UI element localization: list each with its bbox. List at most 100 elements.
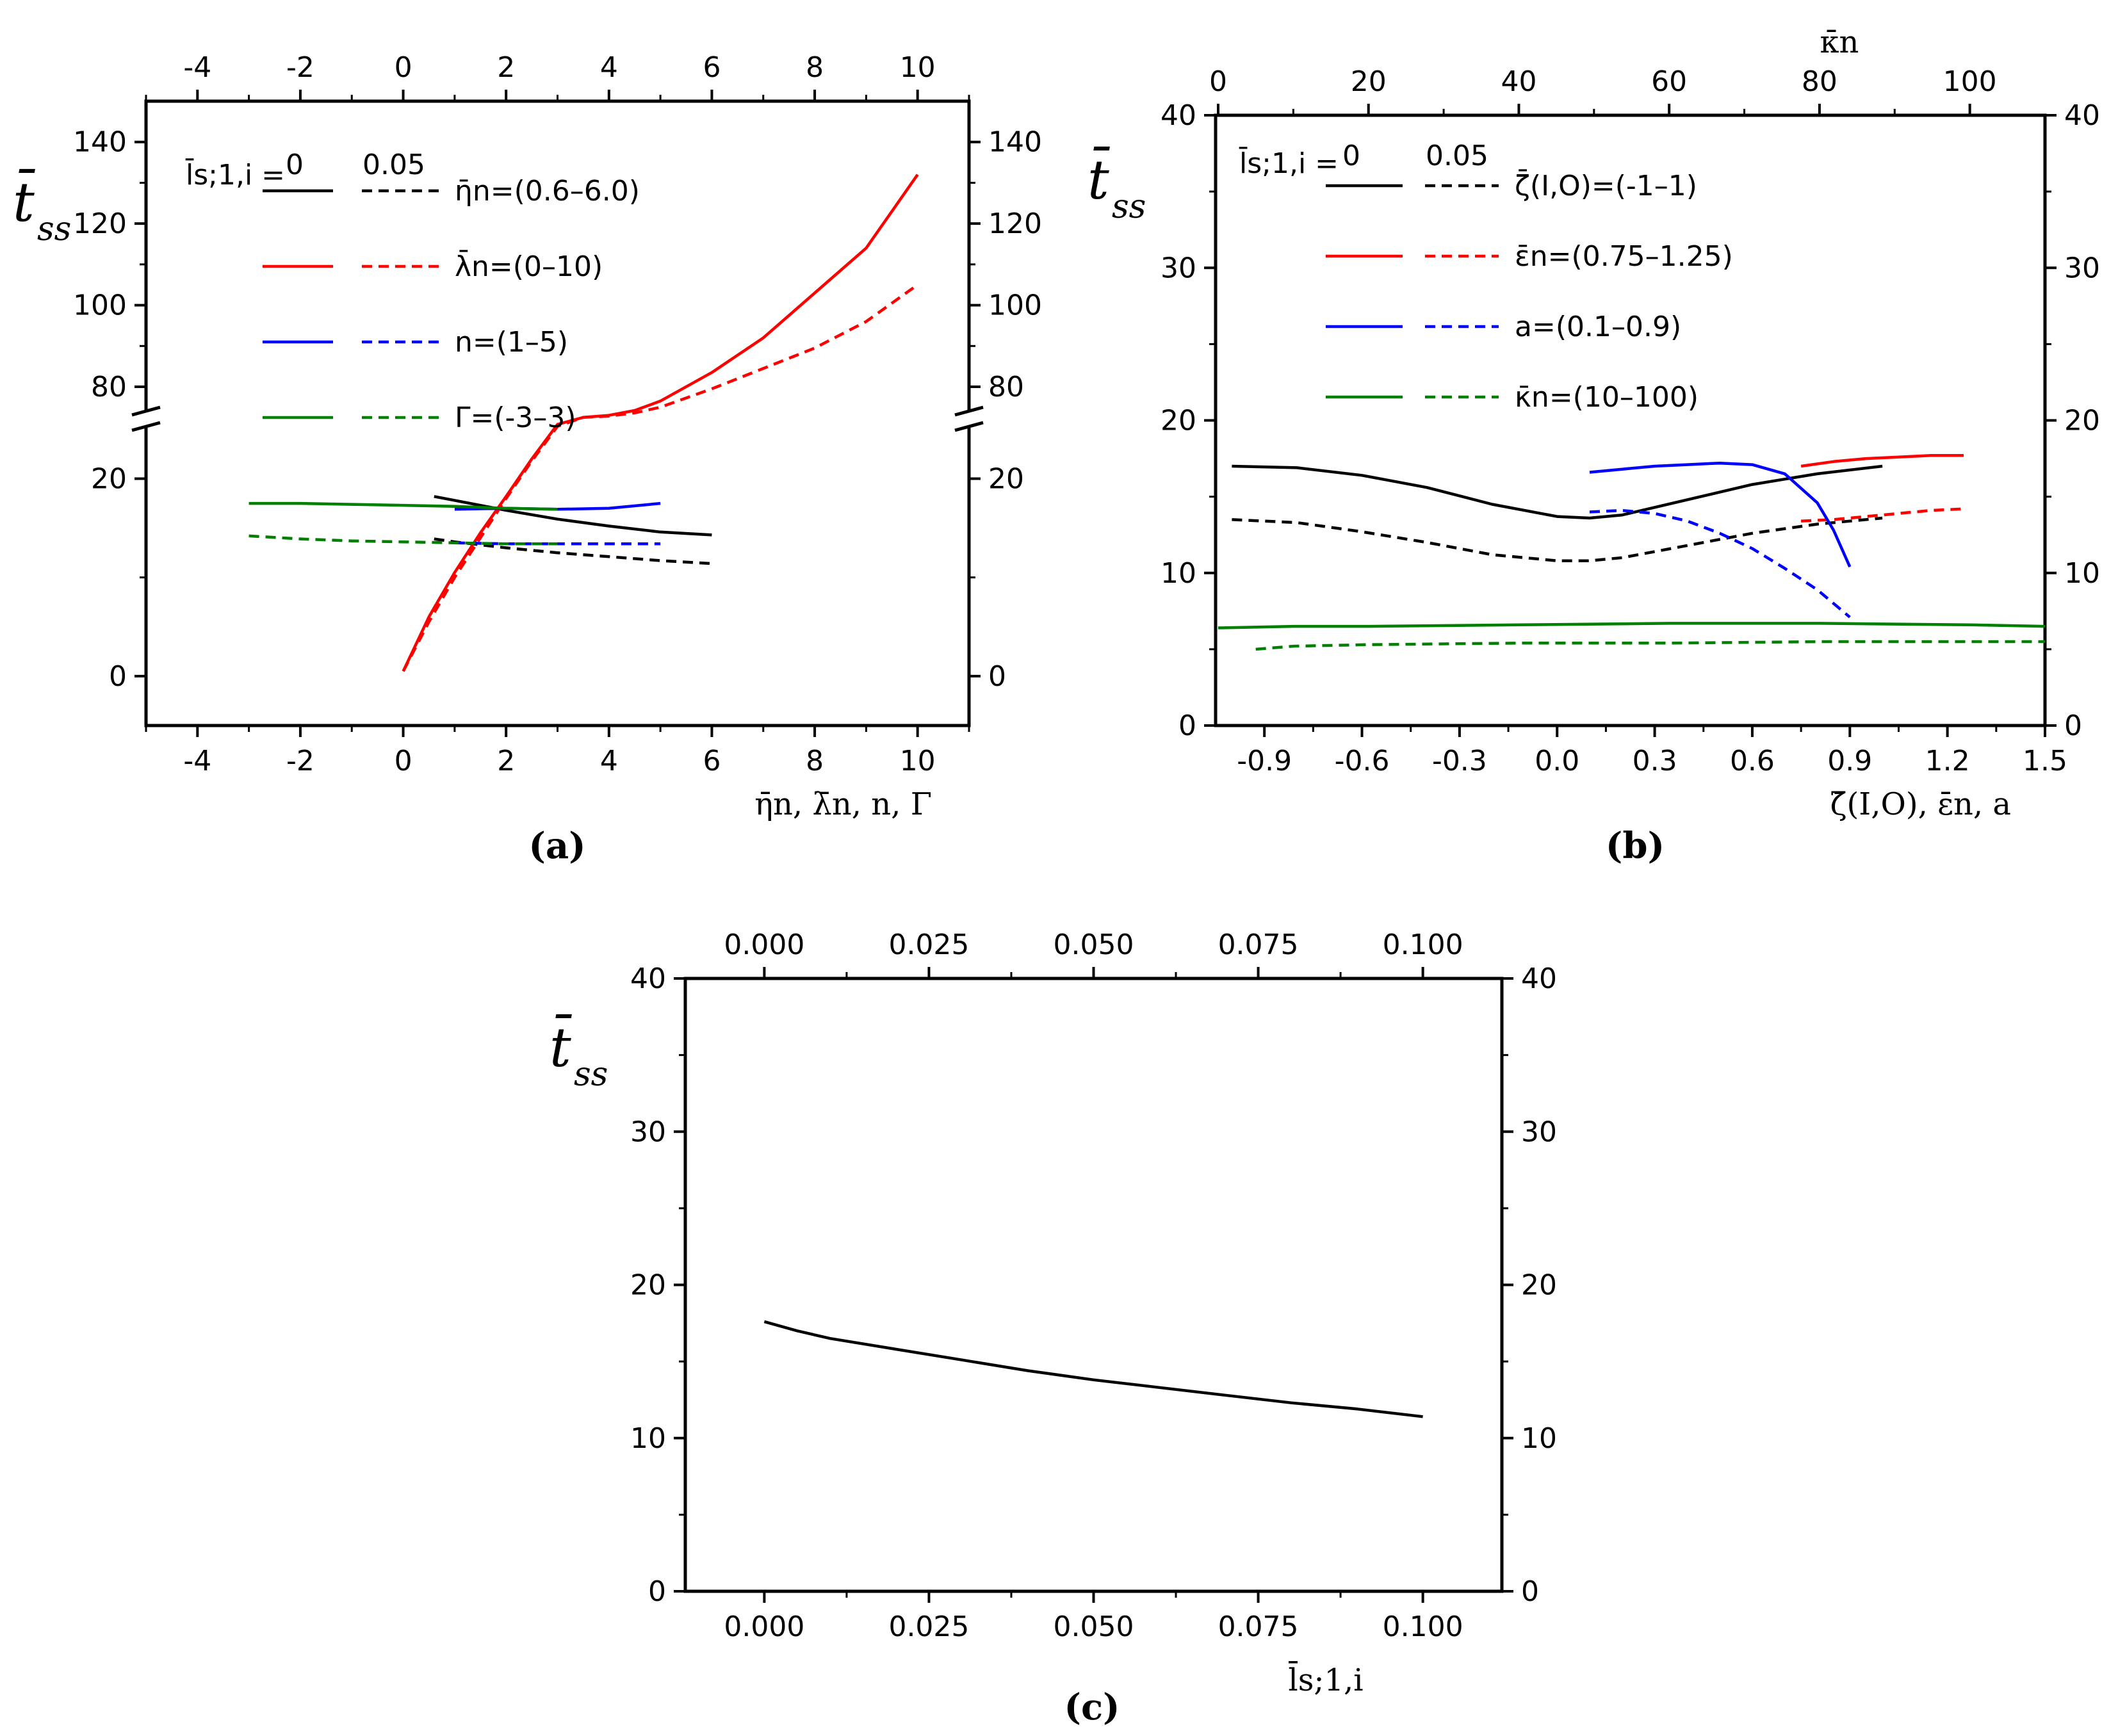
top-tick-label: 0 xyxy=(1209,65,1227,98)
legend-label: η̄n=(0.6–6.0) xyxy=(455,175,640,207)
top-tick-label: 100 xyxy=(1943,65,1997,98)
y-tick-label-right: 80 xyxy=(988,371,1024,403)
y-tick-label: 20 xyxy=(630,1269,666,1302)
y-tick-label-right: 20 xyxy=(2064,405,2100,437)
series-line xyxy=(1232,464,1883,520)
x-axis-label: l̄s;1,i xyxy=(1288,1660,1364,1698)
legend-header-solid: 0 xyxy=(286,149,304,181)
panel-caption: (b) xyxy=(1606,825,1665,867)
x-tick-label: 1.5 xyxy=(2023,745,2067,777)
y-axis-label-sub: ss xyxy=(1112,188,1146,226)
x-tick-label: 0.0 xyxy=(1535,745,1579,777)
x-tick-label-top: 10 xyxy=(900,51,936,84)
legend-header-param: l̄s;1,i = xyxy=(185,158,285,191)
legend-label: ζ̄(I,O)=(-1–1) xyxy=(1515,168,1697,202)
y-tick-label-right: 40 xyxy=(1521,962,1557,995)
y-tick-label-right: 20 xyxy=(988,463,1024,496)
top-tick-label: 40 xyxy=(1501,65,1536,98)
x-tick-label-top: 4 xyxy=(600,51,618,84)
y-tick-label-right: 10 xyxy=(1521,1422,1557,1455)
x-tick-label-top: 0.025 xyxy=(888,929,969,961)
y-tick-label: 80 xyxy=(91,371,127,403)
x-axis-label: η̄n, λ̄n, n, Γ xyxy=(754,786,932,822)
legend-label: n=(1–5) xyxy=(455,326,568,359)
x-tick-label: -0.6 xyxy=(1335,745,1390,777)
y-tick-label: 30 xyxy=(630,1115,666,1148)
x-tick-label: -4 xyxy=(183,745,211,777)
y-tick-label: 40 xyxy=(1161,99,1196,132)
y-tick-label: 40 xyxy=(630,962,666,995)
x-tick-label-top: 6 xyxy=(703,51,721,84)
x-tick-label: 10 xyxy=(900,745,936,777)
plot-frame xyxy=(683,977,1504,1593)
series-line xyxy=(434,495,712,537)
series-line xyxy=(1800,454,1964,468)
y-axis-label-sub: ss xyxy=(37,210,71,248)
x-tick-label: 6 xyxy=(703,745,721,777)
legend-header-param: l̄s;1,i = xyxy=(1239,146,1339,180)
y-tick-label-right: 100 xyxy=(988,289,1042,322)
y-tick-label-right: 20 xyxy=(1521,1269,1557,1302)
y-tick-label: 100 xyxy=(73,289,127,322)
y-tick-label: 10 xyxy=(630,1422,666,1455)
series-line xyxy=(1589,461,1852,568)
top-tick-label: 80 xyxy=(1802,65,1837,98)
x-tick-label: 0.025 xyxy=(888,1610,969,1643)
series-line xyxy=(1800,507,1964,523)
x-tick-label: -0.3 xyxy=(1432,745,1487,777)
y-tick-label-right: 120 xyxy=(988,207,1042,240)
plot-frame xyxy=(1214,113,2047,727)
y-tick-label: 20 xyxy=(1161,405,1196,437)
y-tick-label: 0 xyxy=(109,660,127,693)
axis-break-mark xyxy=(131,421,161,432)
panel-caption: (a) xyxy=(528,825,585,867)
x-axis-label: ζ̄(I,O), ε̄n, a xyxy=(1830,786,2011,822)
series-line xyxy=(402,174,919,672)
x-tick-label: 0.075 xyxy=(1218,1610,1299,1643)
x-tick-label-top: 0.075 xyxy=(1218,929,1299,961)
x-tick-label: 0 xyxy=(395,745,412,777)
x-tick-label: 0.9 xyxy=(1827,745,1872,777)
x-tick-label: 0.6 xyxy=(1730,745,1775,777)
y-tick-label: 20 xyxy=(91,463,127,496)
panel-c: 0.000 0.000 0.025 0.025 0.050 0.050 0.075 0.075… xyxy=(550,929,1557,1728)
axis-break-mark xyxy=(954,405,984,417)
y-axis-label: t̄ xyxy=(550,1014,573,1079)
series-line xyxy=(248,534,558,546)
y-tick-label: 120 xyxy=(73,207,127,240)
axis-break-mark xyxy=(954,421,984,432)
x-tick-label: 4 xyxy=(600,745,618,777)
x-tick-label: 0.000 xyxy=(724,1610,804,1643)
x-tick-label: 0.100 xyxy=(1383,1610,1463,1643)
legend-header-dashed: 0.05 xyxy=(363,149,425,181)
legend-label: λ̄n=(0–10) xyxy=(455,249,603,283)
legend-label: κ̄n=(10–100) xyxy=(1515,381,1699,414)
axis-break-mark xyxy=(131,405,161,417)
x-tick-label: 2 xyxy=(497,745,515,777)
top-tick-label: 60 xyxy=(1651,65,1687,98)
series-line xyxy=(1232,516,1883,562)
legend-label: Γ=(-3–3) xyxy=(455,402,576,434)
y-axis-label-sub: ss xyxy=(574,1055,608,1094)
y-tick-label: 140 xyxy=(73,126,127,159)
x-tick-label: 8 xyxy=(806,745,824,777)
top-axis-label: κ̄n xyxy=(1820,24,1859,60)
legend-label: a=(0.1–0.9) xyxy=(1515,311,1681,343)
y-tick-label-right: 0 xyxy=(1521,1575,1539,1608)
x-tick-label-top: 8 xyxy=(806,51,824,84)
series-line xyxy=(1255,640,2045,651)
y-axis-label: t̄ xyxy=(13,168,36,234)
series-line xyxy=(248,501,558,511)
y-tick-label-right: 0 xyxy=(988,660,1006,693)
x-tick-label-top: 0.000 xyxy=(724,929,804,961)
y-tick-label-right: 140 xyxy=(988,126,1042,159)
y-tick-label-right: 0 xyxy=(2064,710,2082,742)
series-line xyxy=(1218,622,2046,629)
panel-caption: (c) xyxy=(1064,1686,1120,1728)
x-tick-label: -2 xyxy=(286,745,314,777)
x-tick-label-top: -4 xyxy=(183,51,211,84)
legend-header-solid: 0 xyxy=(1342,140,1360,172)
y-axis-label: t̄ xyxy=(1088,146,1111,211)
